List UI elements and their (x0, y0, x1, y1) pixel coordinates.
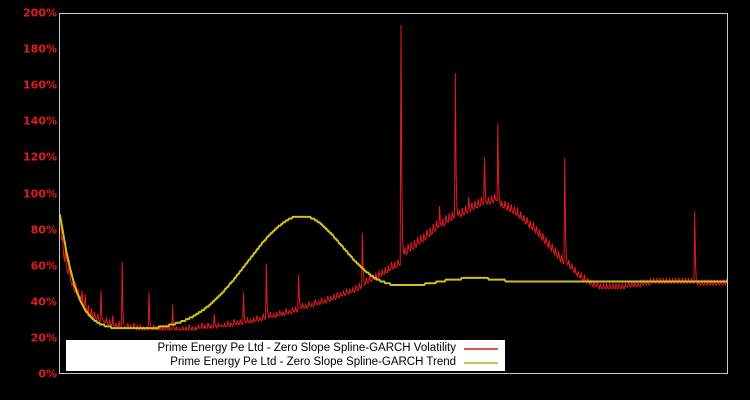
plot-area-frame (59, 13, 728, 374)
y-tick-label: 0% (38, 367, 57, 381)
y-tick-label: 20% (30, 331, 57, 345)
y-tick-label: 120% (23, 150, 57, 164)
legend-swatch-volatility-icon (464, 347, 498, 350)
y-tick-label: 100% (23, 187, 57, 200)
y-tick-label: 180% (23, 42, 57, 56)
legend-item-volatility: Prime Energy Pe Ltd - Zero Slope Spline-… (67, 342, 504, 356)
y-tick-label: 40% (30, 295, 57, 309)
series-plot (60, 24, 727, 332)
y-axis-tick-labels: 200% 180% 160% 140% 120% 100% 80% 60% 40% 20% 0% (0, 0, 57, 400)
y-tick-label: 140% (23, 114, 57, 128)
y-tick-label: 200% (23, 6, 57, 20)
y-tick-label: 80% (30, 223, 57, 237)
legend: Prime Energy Pe Ltd - Zero Slope Spline-… (66, 340, 505, 371)
legend-label-volatility: Prime Energy Pe Ltd - Zero Slope Spline-… (157, 341, 456, 354)
legend-item-trend: Prime Energy Pe Ltd - Zero Slope Spline-… (67, 356, 504, 370)
legend-swatch-trend-icon (464, 361, 498, 364)
y-tick-label: 160% (23, 78, 57, 92)
y-tick-label: 60% (30, 259, 57, 273)
volatility-series-line (60, 24, 727, 332)
legend-label-trend: Prime Energy Pe Ltd - Zero Slope Spline-… (170, 355, 456, 368)
trend-series-line (60, 214, 727, 330)
